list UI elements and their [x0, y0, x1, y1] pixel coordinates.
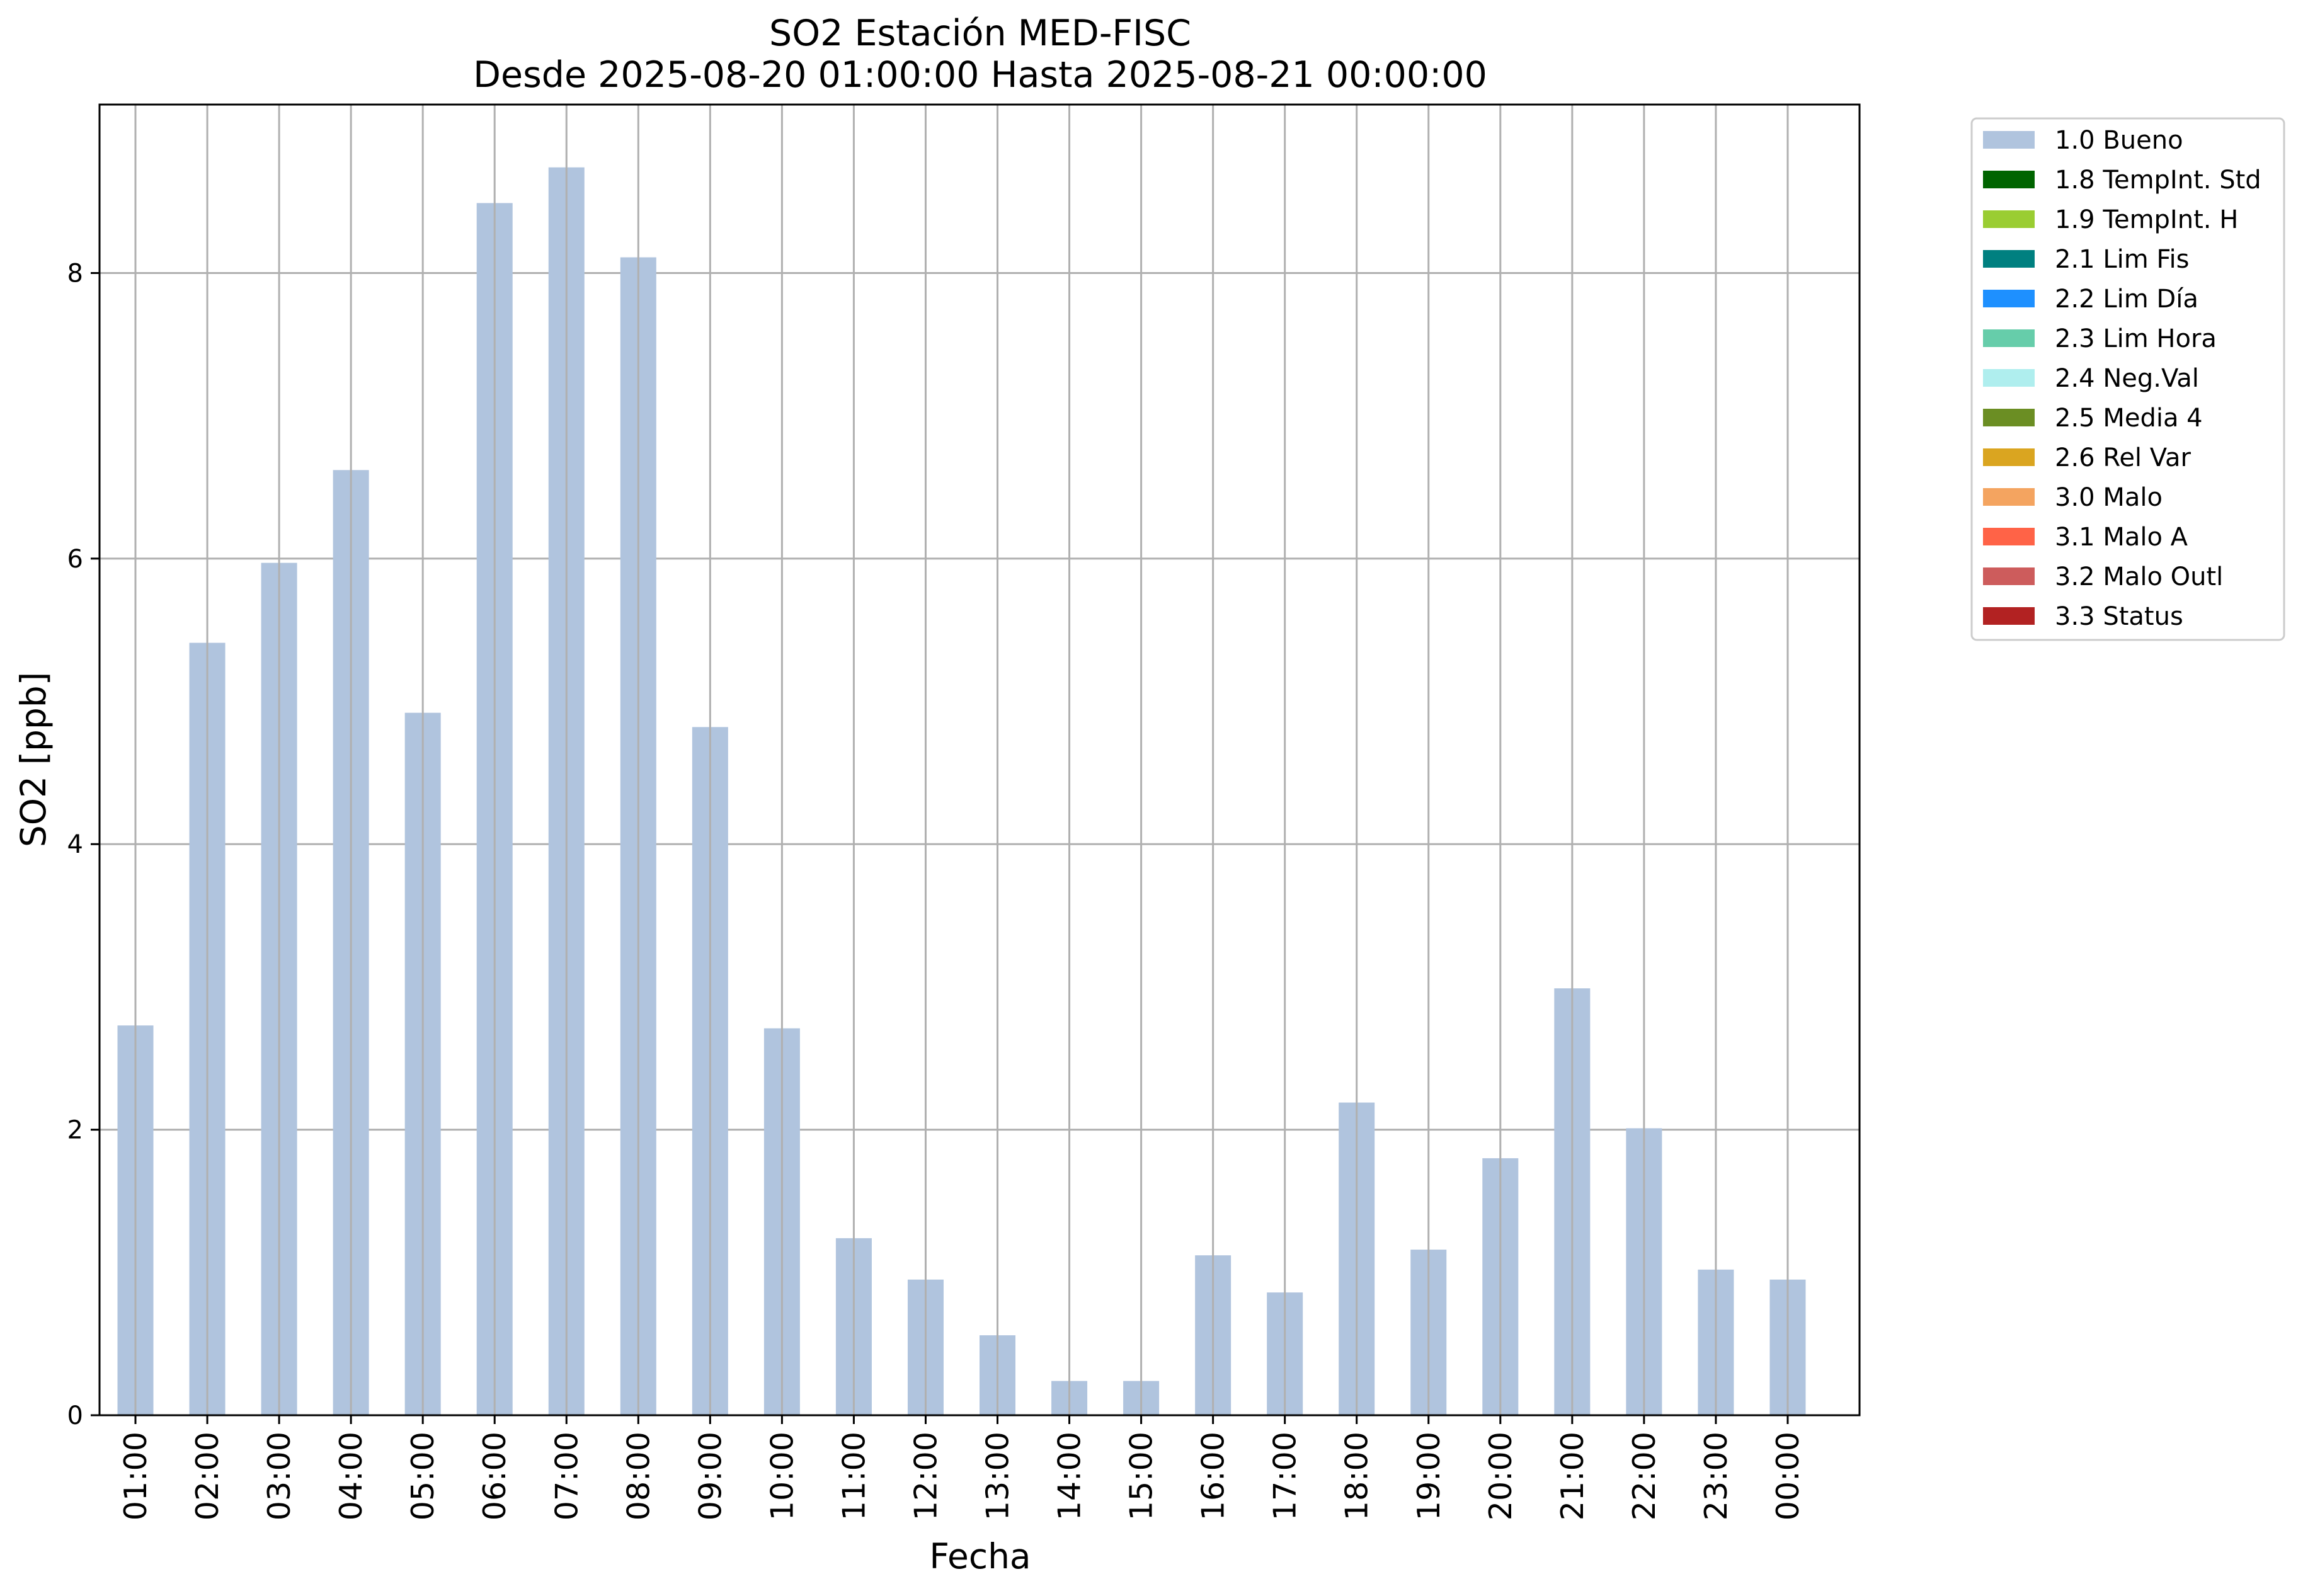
legend-label: 1.9 TempInt. H	[2055, 205, 2238, 234]
legend-label: 3.2 Malo Outl	[2055, 562, 2223, 591]
legend-swatch	[1983, 369, 2035, 387]
x-tick-label: 07:00	[549, 1432, 585, 1520]
x-tick-label: 18:00	[1339, 1432, 1375, 1520]
x-tick-label: 08:00	[620, 1432, 656, 1520]
chart-title: SO2 Estación MED-FISC	[769, 13, 1191, 54]
x-grid-lines	[134, 105, 1789, 1415]
legend-label: 1.8 TempInt. Std	[2055, 166, 2261, 195]
x-tick-label: 04:00	[333, 1432, 369, 1520]
x-tick-label: 23:00	[1698, 1432, 1734, 1520]
x-tick-label: 09:00	[692, 1432, 728, 1520]
legend-frame	[1970, 117, 2285, 641]
legend-label: 3.1 Malo A	[2055, 523, 2188, 552]
legend-label: 2.6 Rel Var	[2055, 443, 2192, 472]
legend-label: 2.2 Lim Día	[2055, 285, 2198, 314]
x-tick-label: 22:00	[1626, 1432, 1662, 1520]
x-axis-ticks: 01:00 02:00 03:00 04:00 05:00 06:00 07:00 08:00…	[118, 1415, 1806, 1520]
x-tick-label: 21:00	[1555, 1432, 1591, 1520]
legend-swatch	[1983, 567, 2035, 585]
x-tick-label: 13:00	[980, 1432, 1016, 1520]
legend-items: 1.0 Bueno 1.8 TempInt. Std 1.9 TempInt. H 2…	[1983, 126, 2261, 631]
x-tick-label: 14:00	[1052, 1432, 1088, 1520]
x-tick-label: 12:00	[908, 1432, 944, 1520]
legend-swatch	[1983, 131, 2035, 149]
x-tick-label: 16:00	[1196, 1432, 1232, 1520]
chart-subtitle: Desde 2025-08-20 01:00:00 Hasta 2025-08-…	[473, 54, 1487, 96]
legend-swatch	[1983, 171, 2035, 188]
y-tick-label: 4	[67, 830, 83, 859]
legend-label: 1.0 Bueno	[2055, 126, 2183, 155]
legend-swatch	[1983, 210, 2035, 228]
legend-label: 2.1 Lim Fis	[2055, 245, 2189, 274]
x-tick-label: 03:00	[261, 1432, 297, 1520]
legend-label: 2.3 Lim Hora	[2055, 324, 2217, 353]
x-axis-label: Fecha	[929, 1536, 1031, 1576]
legend-label: 2.5 Media 4	[2055, 404, 2203, 433]
legend-label: 2.4 Neg.Val	[2055, 364, 2199, 393]
legend-label: 3.0 Malo	[2055, 483, 2163, 512]
legend-swatch	[1983, 329, 2035, 347]
x-tick-label: 01:00	[118, 1432, 154, 1520]
y-tick-label: 2	[67, 1116, 83, 1145]
legend-swatch	[1983, 250, 2035, 268]
legend-swatch	[1983, 448, 2035, 466]
x-tick-label: 02:00	[190, 1432, 226, 1520]
legend-swatch	[1983, 607, 2035, 625]
x-tick-label: 20:00	[1483, 1432, 1519, 1520]
legend-label: 3.3 Status	[2055, 602, 2183, 631]
legend-swatch	[1983, 528, 2035, 545]
legend-swatch	[1983, 488, 2035, 506]
x-tick-label: 06:00	[477, 1432, 513, 1520]
legend-swatch	[1983, 290, 2035, 307]
y-axis-ticks: 0 2 4 6 8	[67, 259, 100, 1430]
x-tick-label: 11:00	[836, 1432, 872, 1520]
x-tick-label: 10:00	[764, 1432, 800, 1520]
legend: 1.0 Bueno 1.8 TempInt. Std 1.9 TempInt. H 2…	[1970, 117, 2285, 641]
plot-area-frame	[98, 103, 1861, 1416]
x-tick-label: 15:00	[1124, 1432, 1160, 1520]
bars	[117, 167, 1806, 1415]
x-tick-label: 05:00	[405, 1432, 441, 1520]
y-tick-label: 8	[67, 259, 83, 288]
x-tick-label: 17:00	[1267, 1432, 1303, 1520]
legend-swatch	[1983, 409, 2035, 426]
y-tick-label: 6	[67, 545, 83, 574]
y-axis-label: SO2 [ppb]	[13, 672, 54, 847]
x-tick-label: 19:00	[1411, 1432, 1447, 1520]
x-tick-label: 00:00	[1770, 1432, 1806, 1520]
y-tick-label: 0	[67, 1401, 83, 1430]
